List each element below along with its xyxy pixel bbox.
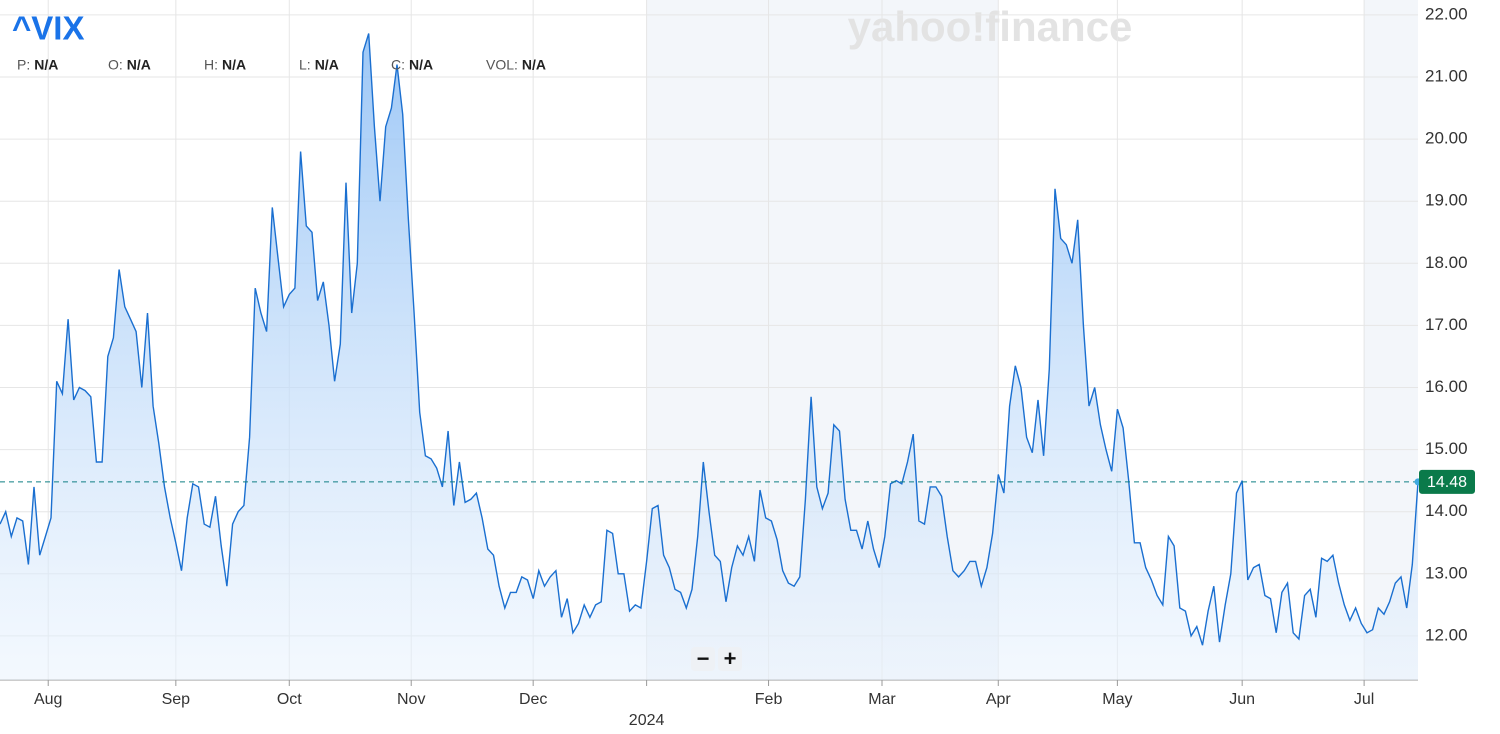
y-tick-label: 19.00	[1425, 191, 1468, 210]
ohlc-value: N/A	[315, 57, 339, 73]
y-tick-label: 17.00	[1425, 315, 1468, 334]
y-tick-label: 15.00	[1425, 439, 1468, 458]
zoom-button-label[interactable]: +	[724, 646, 737, 671]
x-tick-label: Oct	[277, 691, 302, 708]
line	[0, 33, 1419, 646]
ohlc-value: N/A	[522, 57, 546, 73]
x-tick-label: Sep	[162, 691, 191, 708]
y-tick-label: 21.00	[1425, 66, 1468, 85]
x-tick-label: May	[1102, 691, 1132, 708]
ohlc-label: C:	[391, 57, 405, 73]
ohlc-value: N/A	[409, 57, 433, 73]
x-tick-label: Dec	[519, 691, 547, 708]
x-tick-label: Nov	[397, 691, 425, 708]
ohlc-label: H:	[204, 57, 218, 73]
y-tick-label: 14.00	[1425, 501, 1468, 520]
price-tag-label: 14.48	[1427, 474, 1467, 491]
area	[0, 33, 1418, 680]
ohlc-value: N/A	[34, 57, 58, 73]
watermark: yahoo!finance	[848, 3, 1133, 50]
ohlc-value: N/A	[222, 57, 246, 73]
price-tag	[1419, 469, 1475, 494]
zoom-button[interactable]	[718, 647, 742, 671]
x-tick-label: Apr	[986, 691, 1012, 708]
shade-band	[1364, 0, 1418, 680]
ohlc-value: N/A	[127, 57, 151, 73]
x-tick-label: Feb	[755, 691, 783, 708]
y-tick-label: 12.00	[1425, 625, 1468, 644]
ohlc-label: P:	[17, 57, 30, 73]
ohlc-label: VOL:	[486, 57, 518, 73]
x-tick-label: Jul	[1354, 691, 1374, 708]
x-tick-label: Mar	[868, 691, 896, 708]
y-tick-label: 13.00	[1425, 563, 1468, 582]
year-label: 2024	[629, 712, 665, 729]
ohlc-label: O:	[108, 57, 123, 73]
y-tick-label: 16.00	[1425, 377, 1468, 396]
y-tick-label: 18.00	[1425, 253, 1468, 272]
zoom-button[interactable]	[691, 647, 715, 671]
x-tick-label: Jun	[1229, 691, 1255, 708]
y-tick-label: 20.00	[1425, 129, 1468, 148]
zoom-button-label[interactable]: −	[697, 646, 710, 671]
y-tick-label: 22.00	[1425, 4, 1468, 23]
symbol-title: ^VIX	[12, 10, 84, 47]
ohlc-label: L:	[299, 57, 311, 73]
x-tick-label: Aug	[34, 691, 62, 708]
